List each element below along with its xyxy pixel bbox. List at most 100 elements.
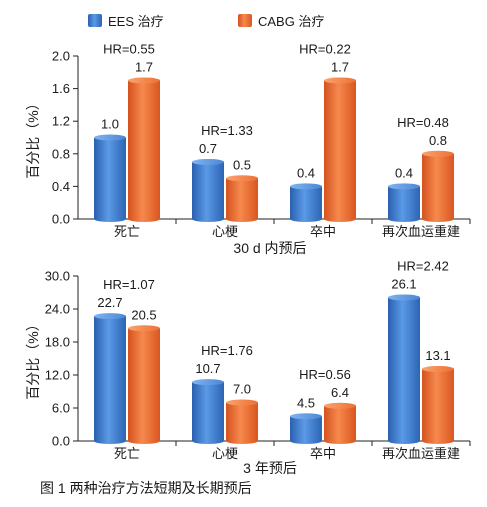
bar [388,183,420,222]
bar-base [290,438,322,444]
x-tick-label: 心梗 [212,224,238,239]
data-label: 4.5 [297,395,315,410]
bar [94,313,126,444]
bar [128,325,160,444]
data-label: 7.0 [233,382,251,397]
figure-caption: 图 1 两种治疗方法短期及长期预后 [40,480,252,496]
bar-base [128,216,160,222]
bar-top [192,158,224,165]
bar-top [290,413,322,420]
bar [226,399,258,444]
data-label: 0.4 [297,165,315,180]
y-tick-label: 24.0 [45,302,70,317]
x-tick-label: 心梗 [212,446,238,461]
y-tick-label: 6.0 [52,401,70,416]
data-label: 0.7 [199,141,217,156]
y-axis-label: 百分比（%） [25,96,41,178]
bar-body [388,297,420,441]
bar-base [94,438,126,444]
bar-base [290,216,322,222]
y-tick-label: 30.0 [45,269,70,284]
y-axis-label: 百分比（%） [25,317,41,399]
y-tick-label: 0.0 [52,434,70,449]
bar [422,150,454,222]
data-label: 26.1 [391,276,416,291]
y-tick-label: 18.0 [45,335,70,350]
bar [324,402,356,444]
data-label: 1.7 [135,59,153,74]
bar-top [94,134,126,141]
chart-3y: 0.0 6.0 12.0 18.0 24.0 30.0 百分比（%） 死亡 22.7 20.5 HR… [25,258,471,476]
bar [324,77,356,222]
data-label: 20.5 [131,307,156,322]
legend-label-ees: EES 治疗 [108,14,164,29]
hr-annotation: HR=2.42 [397,258,449,273]
bar [192,158,224,222]
bar [290,183,322,222]
bar [290,413,322,444]
bar [388,294,420,444]
data-label: 13.1 [425,348,450,363]
data-label: 10.7 [195,361,220,376]
bar-base [128,438,160,444]
legend-item-cabg: CABG 治疗 [238,14,324,29]
bar-base [94,216,126,222]
bar-base [324,216,356,222]
hr-annotation: HR=1.07 [103,277,155,292]
bar-top [324,77,356,84]
bar-body [128,328,160,441]
x-tick-label: 死亡 [114,224,140,239]
data-label: 0.8 [429,133,447,148]
bar-body [94,137,126,219]
hr-annotation: HR=0.22 [299,41,351,56]
bar-body [388,186,420,219]
data-label: 22.7 [97,295,122,310]
bar-base [324,438,356,444]
bar [226,175,258,222]
y-tick-label: 0.8 [52,146,70,161]
bar-base [226,438,258,444]
bar-top [290,183,322,190]
bar-body [324,80,356,219]
legend-swatch-ees [88,14,102,27]
bar-body [226,178,258,219]
bar-top [128,77,160,84]
bar [94,134,126,222]
bar-body [422,153,454,219]
legend-item-ees: EES 治疗 [88,14,164,29]
bar-base [388,438,420,444]
y-tick-label: 1.6 [52,81,70,96]
data-label: 1.7 [331,59,349,74]
x-axis-label: 30 d 内预后 [233,240,306,256]
bar-top [422,150,454,157]
bar [128,77,160,222]
legend-label-cabg: CABG 治疗 [258,14,324,29]
data-label: 1.0 [101,117,119,132]
y-tick-label: 0.0 [52,212,70,227]
bar [422,365,454,444]
x-tick-label: 死亡 [114,446,140,461]
bar-base [192,216,224,222]
bar-base [388,216,420,222]
x-tick-label: 再次血运重建 [382,446,460,461]
bar-top [388,294,420,301]
bar-body [94,316,126,441]
bar-top [94,313,126,320]
chart-30d: 0.0 0.4 0.8 1.2 1.6 2.0 百分比（%） 死亡 1.0 1.7 HR=0.55 心… [25,41,471,256]
x-axis-label: 3 年预后 [243,460,297,476]
hr-annotation: HR=1.33 [201,123,253,138]
y-tick-label: 0.4 [52,179,70,194]
data-label: 6.4 [331,385,349,400]
x-tick-label: 卒中 [310,446,336,461]
bar-top [226,175,258,182]
bar-body [290,416,322,441]
bar [192,379,224,444]
bar-body [422,368,454,441]
bar-body [192,161,224,219]
hr-annotation: HR=0.48 [397,115,449,130]
y-tick-label: 2.0 [52,49,70,64]
bar-body [128,80,160,219]
data-label: 0.4 [395,165,413,180]
bar-base [422,438,454,444]
